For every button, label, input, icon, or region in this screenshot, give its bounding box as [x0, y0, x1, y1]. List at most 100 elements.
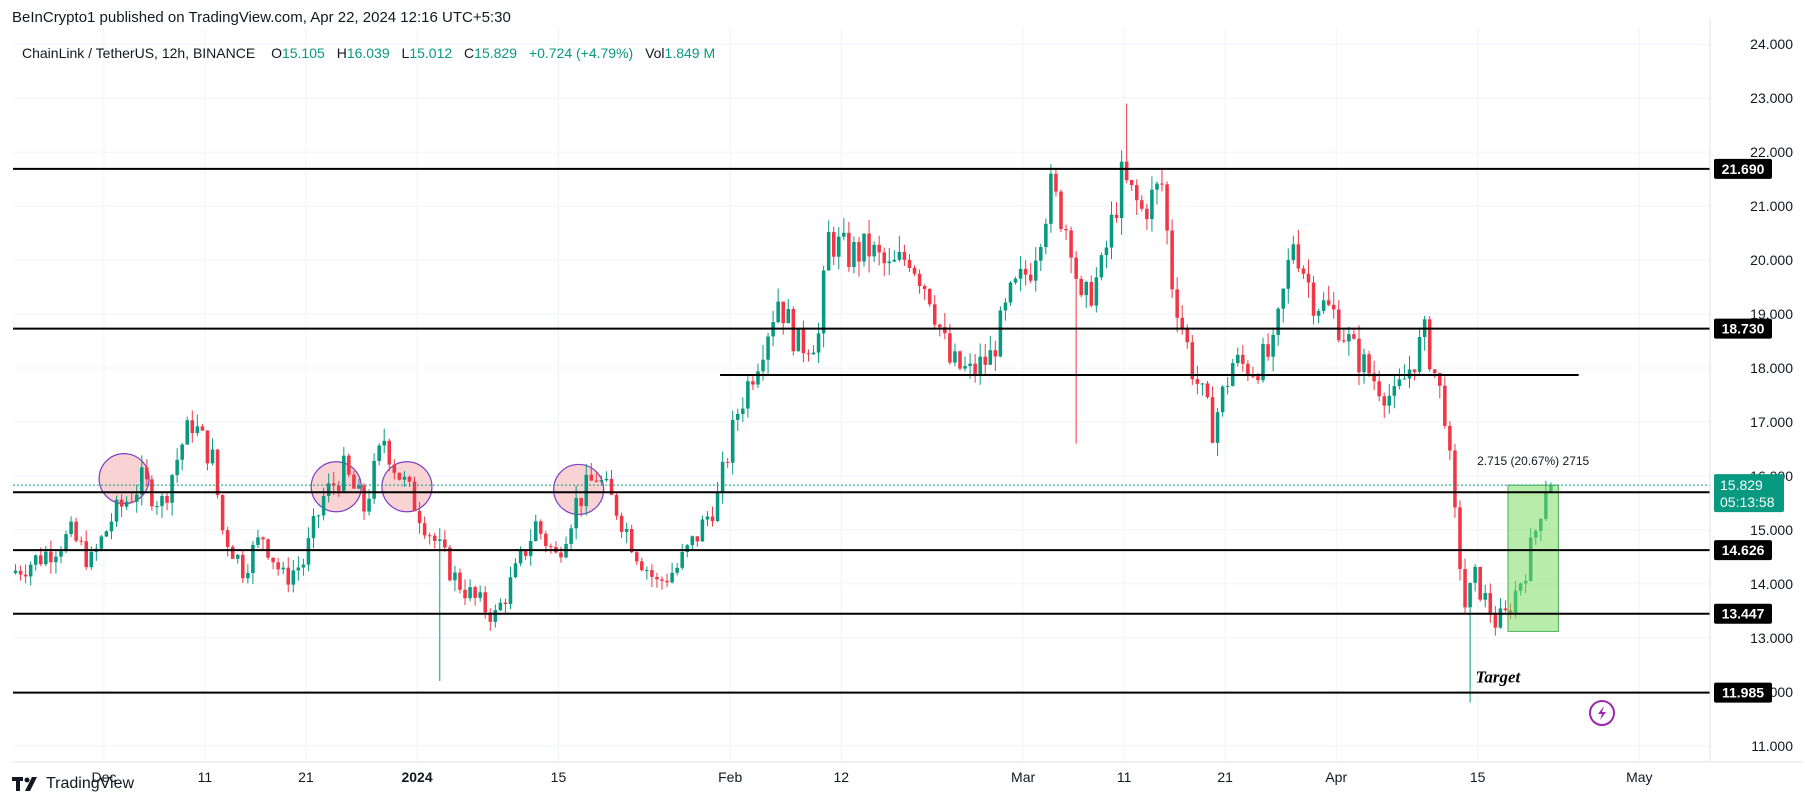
candle-body	[241, 554, 245, 579]
x-tick-label: 2024	[401, 769, 432, 785]
y-tick-label: 19.000	[1750, 306, 1793, 322]
candle-body	[857, 242, 861, 262]
candle-body	[806, 353, 811, 355]
candle-body	[735, 413, 740, 420]
candle-body	[39, 555, 43, 565]
candle-body	[488, 612, 493, 622]
candle-body	[64, 534, 68, 552]
candle-body	[1028, 274, 1033, 281]
candle-body	[700, 519, 705, 542]
candle-body	[1281, 288, 1285, 309]
candle-body	[493, 610, 498, 622]
candle-body	[1023, 268, 1028, 275]
candle-body	[392, 464, 397, 473]
candle-body	[831, 232, 836, 257]
level-price-tag	[1714, 540, 1772, 561]
candle-body	[79, 540, 83, 542]
candle-body	[1438, 373, 1442, 386]
candle-body	[847, 232, 851, 268]
candle-body	[205, 430, 210, 464]
tradingview-brand[interactable]: TradingView	[12, 775, 134, 793]
candle-body	[1291, 244, 1296, 261]
candle-body	[619, 515, 624, 532]
candle-body	[301, 564, 306, 568]
candle-body	[1054, 173, 1058, 192]
candle-body	[33, 555, 38, 565]
candle-body	[796, 329, 801, 352]
candle-body	[291, 570, 296, 585]
candle-body	[1256, 376, 1260, 381]
candle-body	[1210, 397, 1215, 443]
candle-body	[1134, 185, 1139, 201]
candle-body	[1357, 338, 1361, 373]
grid-lines	[13, 28, 1710, 762]
candle-body	[746, 381, 750, 409]
level-price-label: 21.690	[1722, 161, 1765, 177]
candle-body	[1013, 278, 1018, 283]
candle-body	[1493, 614, 1498, 628]
x-tick-label: 11	[1117, 769, 1132, 785]
candle-body	[438, 539, 442, 541]
candle-body	[968, 363, 972, 367]
candle-body	[1200, 383, 1205, 385]
candle-body	[1155, 183, 1159, 190]
close-value: 15.829	[474, 45, 517, 61]
candle-body	[943, 327, 947, 334]
candle-body	[932, 304, 937, 325]
candle-body	[776, 301, 780, 323]
candle-body	[650, 570, 654, 577]
candle-body	[549, 546, 553, 548]
candle-body	[1175, 289, 1179, 318]
footer-brand-text: TradingView	[46, 775, 135, 792]
candle-body	[1018, 268, 1023, 279]
candle-body	[18, 570, 23, 575]
candle-body	[594, 480, 599, 482]
candle-body	[225, 530, 230, 547]
candle-body	[326, 483, 331, 496]
candle-body	[367, 498, 371, 512]
candle-body	[1195, 379, 1200, 384]
candle-body	[377, 445, 381, 461]
candle-body	[1372, 373, 1376, 382]
candle-body	[246, 573, 250, 579]
candle-body	[1417, 337, 1422, 372]
candle-body	[1316, 310, 1321, 316]
candle-body	[1069, 230, 1073, 258]
candle-body	[589, 474, 594, 481]
candle-body	[690, 536, 695, 546]
candle-body	[251, 544, 255, 574]
candle-body	[195, 426, 200, 434]
candle-body	[912, 268, 917, 274]
candle-body	[134, 494, 139, 502]
candle-body	[1352, 334, 1356, 339]
candle-body	[569, 528, 573, 544]
x-tick-label: Mar	[1011, 769, 1035, 785]
candle-body	[634, 552, 639, 562]
candle-body	[544, 533, 548, 547]
candle-body	[983, 356, 988, 365]
candle-body	[574, 497, 578, 529]
highlight-circles	[98, 453, 605, 516]
candle-body	[1321, 300, 1326, 311]
candle-body	[978, 356, 982, 375]
candle-body	[998, 310, 1003, 357]
candle-body	[427, 535, 432, 537]
candle-body	[1084, 281, 1089, 296]
candle-body	[1498, 608, 1503, 628]
candle-body	[938, 324, 942, 328]
candle-body	[1342, 340, 1346, 342]
candle-body	[331, 483, 336, 486]
candle-body	[786, 309, 791, 324]
candle-body	[1064, 229, 1068, 231]
lightning-icon[interactable]	[1589, 700, 1615, 726]
candle-body	[215, 449, 220, 496]
measure-rect	[1507, 484, 1559, 632]
candle-body	[397, 472, 402, 480]
x-tick-label: Feb	[718, 769, 742, 785]
candle-body	[448, 547, 452, 581]
candle-body	[665, 580, 669, 583]
candle-body	[1033, 260, 1038, 281]
candle-body	[756, 371, 760, 385]
candle-body	[897, 251, 902, 260]
